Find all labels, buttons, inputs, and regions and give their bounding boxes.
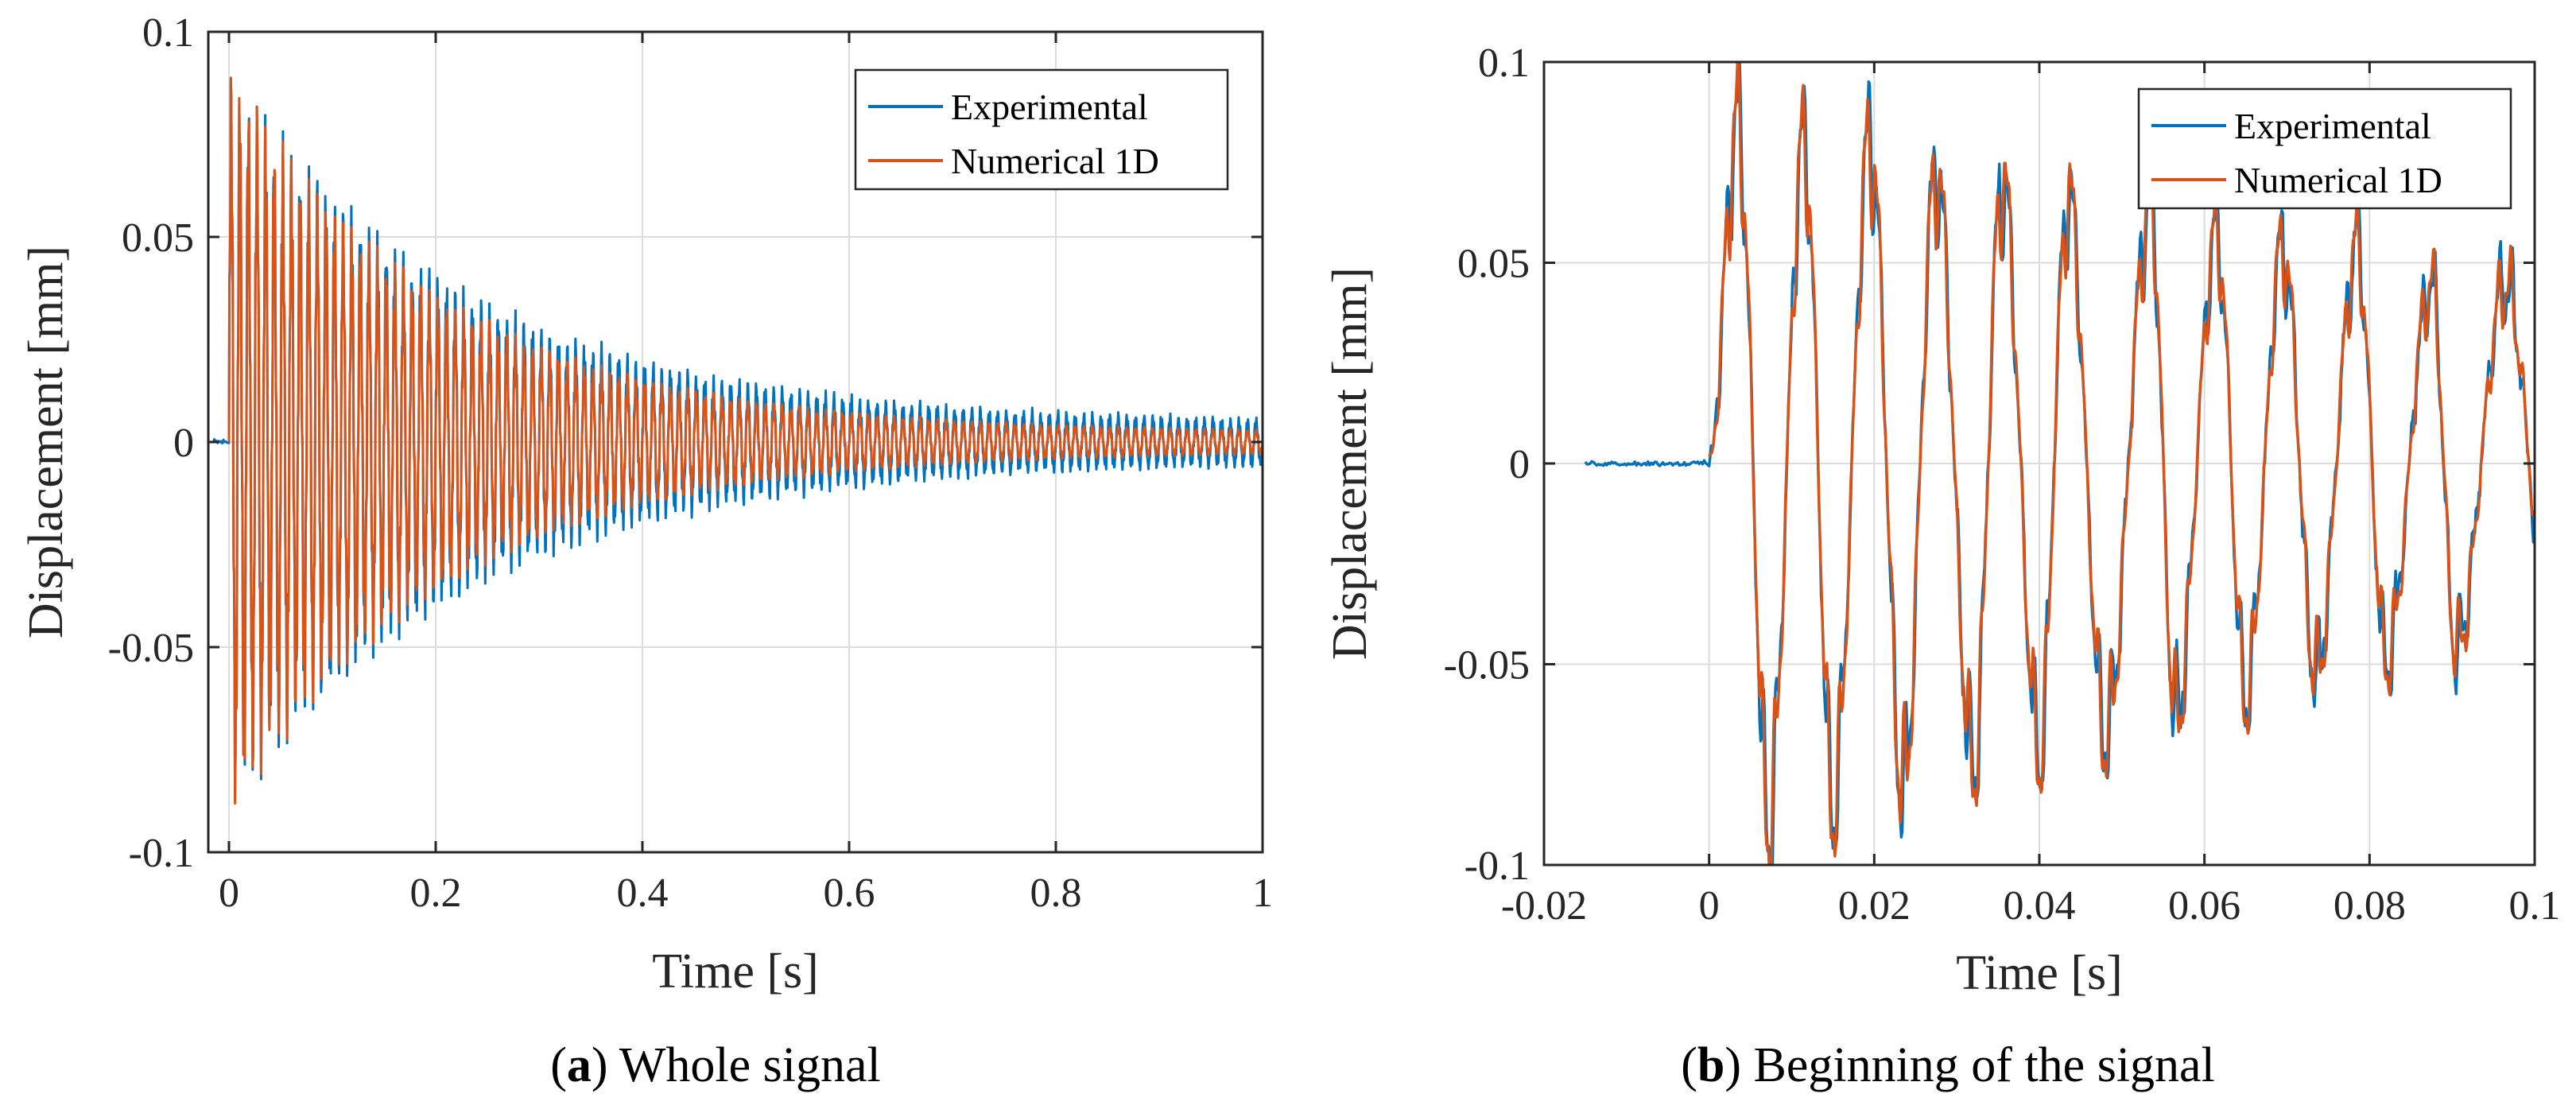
- panel-b-x-tick-label: 0: [1699, 883, 1720, 929]
- panel-a-y-tick-label: 0: [173, 421, 194, 466]
- panel-b-x-tick-label: 0.06: [2168, 883, 2240, 929]
- panel-a-caption: (a) Whole signal: [550, 1038, 881, 1092]
- panel-b-x-tick-label: -0.02: [1501, 883, 1587, 929]
- panel-a-x-tick-label: 0.6: [824, 871, 875, 916]
- panel-a-y-tick-label: 0.05: [122, 215, 194, 261]
- panel-b-series: [1584, 62, 2535, 865]
- panel-a-x-axis-label: Time [s]: [652, 944, 819, 999]
- panel-a-series-line-numerical-1d: [227, 76, 1263, 805]
- panel-a-x-tick-label: 0.2: [410, 871, 462, 916]
- panel-b-y-tick-label: -0.05: [1444, 643, 1530, 688]
- panel-b-y-axis-label: Displacement [mm]: [1323, 267, 1377, 660]
- panel-a-x-tick-label: 0.8: [1030, 871, 1082, 916]
- panel-a-y-tick-label: -0.05: [108, 626, 194, 671]
- panel-b-x-axis-label: Time [s]: [1956, 946, 2123, 1000]
- panel-b-x-tick-label: 0.02: [1838, 883, 1911, 929]
- panel-b-series-line-numerical-1d: [1708, 62, 2535, 865]
- panel-b-legend-box: [2137, 87, 2512, 210]
- panel-a-ticks: [208, 30, 1264, 854]
- panel-b-y-tick-label: 0: [1509, 442, 1530, 487]
- panel-b-legend-label-experimental: Experimental: [2234, 106, 2431, 146]
- panel-b-caption-text: Beginning of the signal: [1753, 1038, 2214, 1092]
- panel-b-legend-label-numerical-1d: Numerical 1D: [2234, 160, 2442, 200]
- panel-b-y-tick-label: 0.1: [1478, 41, 1530, 86]
- panel-a: 0 0.2 0.4 0.6 0.8 1 -0.1 -0.05 0 0.05 0.1 Time [s…: [19, 10, 1273, 1092]
- panel-a-x-tick-label: 0: [219, 871, 239, 916]
- panel-b: -0.02 0 0.02 0.04 0.06 0.08 0.1 -0.1 -0.05 0 0.05…: [1323, 41, 2561, 1092]
- panel-b-ticks: [1542, 60, 2536, 867]
- panel-a-caption-letter: a: [567, 1038, 592, 1092]
- panel-a-x-tick-label: 1: [1252, 871, 1273, 916]
- panel-a-legend-label-experimental: Experimental: [951, 87, 1148, 127]
- panel-a-legend-box: [854, 68, 1229, 191]
- panel-a-x-tick-labels: 0 0.2 0.4 0.6 0.8 1: [219, 871, 1273, 916]
- panel-a-y-tick-labels: -0.1 -0.05 0 0.05 0.1: [108, 10, 194, 876]
- panel-b-x-tick-label: 0.04: [2004, 883, 2076, 929]
- panel-a-y-tick-label: -0.1: [129, 831, 194, 876]
- panel-a-caption-text: Whole signal: [619, 1038, 881, 1092]
- panel-a-y-axis-label: Displacement [mm]: [19, 246, 73, 638]
- panel-a-series: [212, 76, 1263, 805]
- panel-b-y-tick-labels: -0.1 -0.05 0 0.05 0.1: [1444, 41, 1530, 889]
- panel-b-x-tick-labels: -0.02 0 0.02 0.04 0.06 0.08 0.1: [1501, 883, 2561, 929]
- panel-a-legend-label-numerical-1d: Numerical 1D: [951, 141, 1159, 181]
- panel-b-y-tick-label: 0.05: [1457, 242, 1530, 287]
- panel-b-y-tick-label: -0.1: [1465, 843, 1530, 889]
- panel-b-x-tick-label: 0.08: [2334, 883, 2406, 929]
- panel-a-y-tick-label: 0.1: [142, 10, 194, 56]
- panel-b-caption: (b) Beginning of the signal: [1681, 1038, 2215, 1092]
- panel-b-legend: Experimental Numerical 1D: [2137, 87, 2512, 210]
- panel-a-x-tick-label: 0.4: [617, 871, 669, 916]
- panel-a-legend: Experimental Numerical 1D: [854, 68, 1229, 191]
- panel-b-x-tick-label: 0.1: [2509, 883, 2561, 929]
- panel-b-caption-letter: b: [1697, 1038, 1724, 1092]
